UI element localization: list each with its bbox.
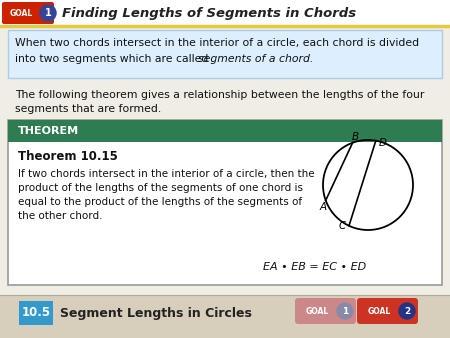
Text: 2: 2	[404, 307, 410, 315]
Text: the other chord.: the other chord.	[18, 211, 103, 221]
Text: GOAL: GOAL	[367, 307, 391, 315]
Text: THEOREM: THEOREM	[18, 126, 79, 136]
Text: product of the lengths of the segments of one chord is: product of the lengths of the segments o…	[18, 183, 303, 193]
Text: The following theorem gives a relationship between the lengths of the four: The following theorem gives a relationsh…	[15, 90, 424, 100]
Text: When two chords intersect in the interior of a circle, each chord is divided: When two chords intersect in the interio…	[15, 38, 419, 48]
Text: D: D	[379, 138, 387, 148]
Text: Finding Lengths of Segments in Chords: Finding Lengths of Segments in Chords	[62, 6, 356, 20]
Text: into two segments which are called: into two segments which are called	[15, 54, 212, 64]
Circle shape	[40, 5, 56, 21]
Text: B: B	[352, 132, 359, 142]
Text: 10.5: 10.5	[22, 307, 50, 319]
Text: A: A	[319, 202, 326, 212]
Text: 1: 1	[45, 8, 51, 18]
FancyBboxPatch shape	[295, 298, 356, 324]
FancyBboxPatch shape	[357, 298, 418, 324]
FancyBboxPatch shape	[19, 301, 53, 325]
Circle shape	[399, 303, 415, 319]
Text: segments of a chord.: segments of a chord.	[198, 54, 313, 64]
FancyBboxPatch shape	[0, 0, 450, 26]
Text: equal to the product of the lengths of the segments of: equal to the product of the lengths of t…	[18, 197, 302, 207]
FancyBboxPatch shape	[2, 2, 54, 24]
Text: GOAL: GOAL	[306, 307, 328, 315]
FancyBboxPatch shape	[0, 295, 450, 338]
FancyBboxPatch shape	[8, 120, 442, 285]
Text: segments that are formed.: segments that are formed.	[15, 104, 161, 114]
FancyBboxPatch shape	[8, 30, 442, 78]
Text: 1: 1	[342, 307, 348, 315]
Text: If two chords intersect in the interior of a circle, then the: If two chords intersect in the interior …	[18, 169, 315, 179]
Circle shape	[337, 303, 353, 319]
FancyBboxPatch shape	[8, 120, 442, 142]
Text: GOAL: GOAL	[9, 8, 32, 18]
Text: Theorem 10.15: Theorem 10.15	[18, 149, 118, 163]
Text: C: C	[338, 221, 346, 231]
Text: EA • EB = EC • ED: EA • EB = EC • ED	[263, 262, 367, 272]
Text: Segment Lengths in Circles: Segment Lengths in Circles	[60, 307, 252, 319]
